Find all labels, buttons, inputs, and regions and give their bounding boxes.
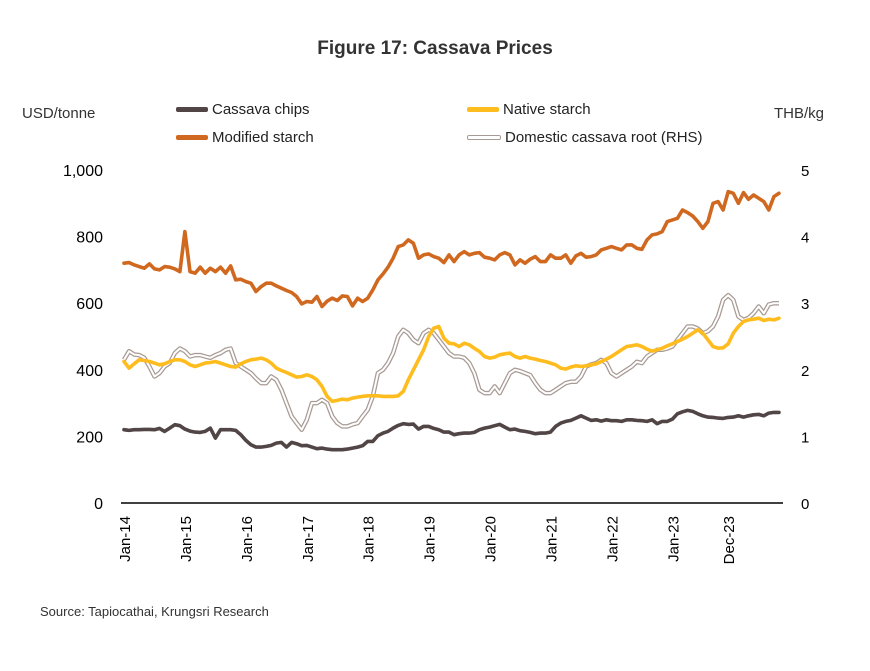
y-tick-right-label: 0 — [801, 496, 809, 513]
legend-swatch-cassava-chips — [176, 107, 208, 112]
series-line-cassava-chips — [122, 408, 781, 452]
x-tick-label: Jan-17 — [300, 516, 317, 562]
x-tick-label: Jan-20 — [483, 516, 500, 562]
legend-item-native-starch: Native starch — [467, 101, 591, 118]
x-tick-label: Jan-19 — [422, 516, 439, 562]
legend-item-modified-starch: Modified starch — [176, 129, 314, 146]
x-axis: Jan-14 Jan-15 Jan-16 Jan-17 Jan-18 Jan-19 Jan-… — [117, 516, 738, 564]
x-tick-label: Jan-16 — [239, 516, 256, 562]
y-tick-right-label: 5 — [801, 163, 809, 180]
y-tick-left-label: 400 — [76, 363, 103, 380]
legend-item-cassava-chips: Cassava chips — [176, 101, 310, 118]
y-tick-left-label: 800 — [76, 230, 103, 247]
x-tick-label: Jan-18 — [361, 516, 378, 562]
series-line-modified-starch — [122, 189, 781, 309]
y-tick-right-label: 3 — [801, 296, 809, 313]
y-axis-left: 0 200 400 600 800 1,000 — [63, 163, 103, 513]
legend-swatch-domestic-cassava-root — [467, 135, 501, 140]
series-line-native-starch — [122, 316, 781, 404]
y-tick-right-label: 4 — [801, 230, 809, 247]
x-tick-label: Jan-22 — [604, 516, 621, 562]
legend-label: Domestic cassava root (RHS) — [505, 129, 703, 146]
legend-item-domestic-cassava-root: Domestic cassava root (RHS) — [467, 129, 703, 146]
y-tick-left-label: 1,000 — [63, 163, 103, 180]
series-layer — [122, 189, 781, 452]
y-tick-left-label: 0 — [94, 496, 103, 513]
legend-label: Modified starch — [212, 129, 314, 146]
y-axis-right-label: THB/kg — [774, 105, 825, 122]
y-tick-right-label: 1 — [801, 429, 809, 446]
y-axis-left-label: USD/tonne — [22, 105, 96, 122]
legend-swatch-native-starch — [467, 107, 499, 112]
x-tick-label: Jan-23 — [665, 516, 682, 562]
legend-label: Native starch — [503, 101, 591, 118]
y-tick-right-label: 2 — [801, 363, 809, 380]
x-tick-label: Jan-21 — [544, 516, 561, 562]
source-note: Source: Tapiocathai, Krungsri Research — [40, 604, 269, 619]
x-tick-label: Jan-14 — [117, 516, 134, 562]
y-tick-left-label: 600 — [76, 296, 103, 313]
legend-swatch-modified-starch — [176, 135, 208, 140]
chart-title: Figure 17: Cassava Prices — [317, 38, 553, 59]
x-tick-label: Dec-23 — [721, 516, 738, 564]
series-line-domestic-cassava-root-rhs-inner — [123, 294, 779, 431]
y-axis-right: 0 1 2 3 4 5 — [801, 163, 809, 513]
y-tick-left-label: 200 — [76, 429, 103, 446]
x-tick-label: Jan-15 — [178, 516, 195, 562]
legend-label: Cassava chips — [212, 101, 310, 118]
